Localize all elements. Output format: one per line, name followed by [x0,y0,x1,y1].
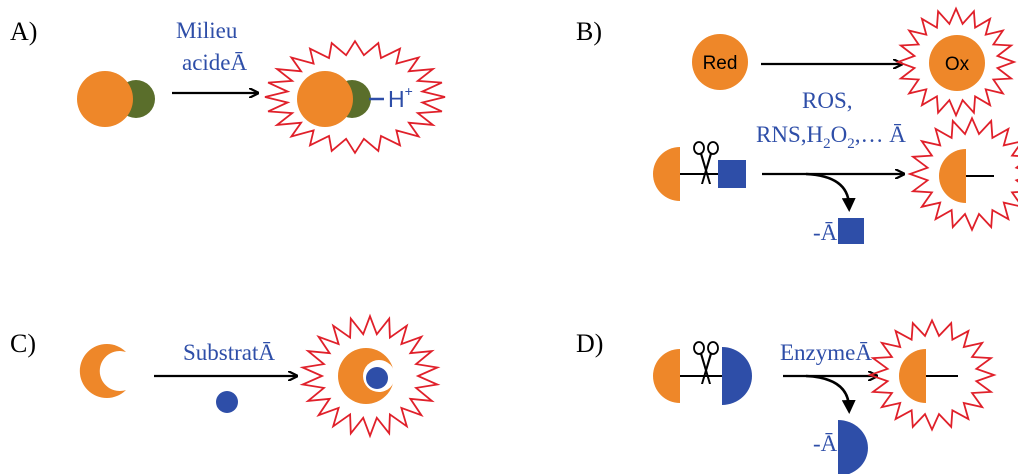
half-probe-left [653,349,680,403]
panel-c-label: C) [10,329,36,358]
burst-star-icon [867,318,997,432]
scissors-icon [693,141,719,184]
reagent-sub1: 2 [823,136,831,152]
panel-c: C) SubstratĀ [10,313,441,439]
panel-a-reagent-line1: Milieu [176,18,238,43]
released-half-quencher [838,420,868,474]
proton-charge: + [405,83,413,99]
released-group-label-b: -Ā [813,220,838,245]
panel-a-reagent-line2: acideĀ [182,50,248,75]
half-probe-left [653,147,680,201]
curved-arrow-icon [805,172,856,212]
proton-symbol: H [388,86,405,112]
half-probe-product [899,349,926,403]
reagent-rns-h: RNS,H [756,122,823,147]
panel-d-reagent: EnzymeĀ [780,340,872,365]
burst-star-icon [895,6,1017,118]
panel-b-reagent-line2: RNS,H2O2,… Ā [756,122,906,152]
panel-d: D) EnzymeĀ -Ā [576,318,997,474]
released-group-label-d: -Ā [813,431,838,456]
substrate-dot [216,391,238,413]
panel-a-label: A) [10,17,37,46]
orange-probe-circle [77,71,133,127]
burst-star-icon [264,39,446,155]
reagent-sub2: 2 [847,136,855,152]
panel-c-reagent: SubstratĀ [183,340,275,365]
reduced-probe-circle [692,34,748,90]
burst-star-icon [299,313,441,439]
panel-d-label: D) [576,329,603,358]
panel-a: A) Milieu acideĀ H+ [10,17,446,155]
panel-b-label: B) [576,17,602,46]
proton-label: H+ [388,83,413,112]
reduced-label: Red [703,53,738,74]
panel-b: B) Red Ox ROS, RNS,H2O2,… Ā -Ā [576,6,1018,245]
curved-arrow-icon [805,374,856,414]
bound-substrate-dot [366,367,388,389]
orange-probe-circle [297,71,353,127]
reagent-suffix: ,… Ā [855,122,907,147]
leaving-group-square [718,160,746,188]
released-square [838,218,864,244]
scissors-icon [693,341,719,384]
oxidized-probe-circle [929,35,985,91]
half-probe-product [939,149,966,203]
reagent-o: O [831,122,848,147]
half-quencher-right [722,347,752,405]
panel-b-reagent-line1: ROS, [802,88,853,113]
oxidized-label: Ox [945,54,970,75]
burst-star-icon [907,115,1018,233]
crescent-probe [79,344,126,398]
